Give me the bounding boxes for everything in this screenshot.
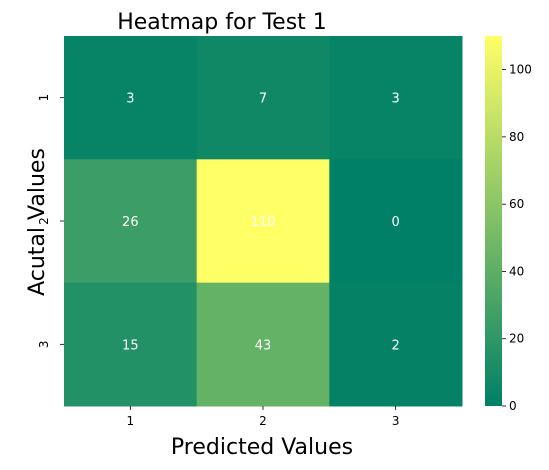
y-tick-label: 2 <box>37 217 51 225</box>
heatmap-cell-labels: 3 7 3 26 110 0 15 43 2 <box>122 92 400 354</box>
heatmap-cell <box>329 36 463 160</box>
colorbar-ticks: 0 20 40 60 80 100 <box>502 63 532 413</box>
heatmap-cell <box>329 159 463 284</box>
y-axis-ticks: 1 2 3 <box>37 94 64 348</box>
x-axis-label: Predicted Values <box>171 435 353 460</box>
x-tick-label: 2 <box>259 414 267 428</box>
colorbar-tick-label: 60 <box>509 197 524 211</box>
y-tick-label: 3 <box>37 341 51 349</box>
colorbar-tick-label: 100 <box>509 63 532 77</box>
y-tick-label: 1 <box>37 94 51 102</box>
heatmap-cell <box>64 282 198 407</box>
colorbar <box>485 36 502 406</box>
heatmap-cell-label: 3 <box>392 92 400 107</box>
heatmap-cell-label: 3 <box>126 92 134 107</box>
chart-title: Heatmap for Test 1 <box>117 10 327 35</box>
heatmap-cell-label: 26 <box>122 215 139 230</box>
heatmap-cells <box>64 36 463 407</box>
x-axis-ticks: 1 2 3 <box>127 406 400 428</box>
heatmap-cell-label: 7 <box>259 92 267 107</box>
heatmap-cell-label: 43 <box>255 338 272 353</box>
heatmap-cell <box>196 159 330 284</box>
colorbar-tick-label: 80 <box>509 130 524 144</box>
y-axis-label: Acutal Values <box>25 148 50 296</box>
heatmap-cell <box>196 36 330 160</box>
x-tick-label: 1 <box>127 414 135 428</box>
heatmap-cell-label: 2 <box>392 338 400 353</box>
colorbar-tick-label: 20 <box>509 332 524 346</box>
colorbar-tick-label: 40 <box>509 264 524 278</box>
heatmap-cell-label: 0 <box>392 215 400 230</box>
heatmap-cell <box>64 36 198 160</box>
heatmap-cell-label: 15 <box>122 338 139 353</box>
heatmap-cell <box>196 282 330 407</box>
heatmap-cell-label: 110 <box>251 215 276 230</box>
heatmap-cell <box>329 282 463 407</box>
x-tick-label: 3 <box>392 414 400 428</box>
colorbar-tick-label: 0 <box>509 399 517 413</box>
heatmap-cell <box>64 159 198 284</box>
